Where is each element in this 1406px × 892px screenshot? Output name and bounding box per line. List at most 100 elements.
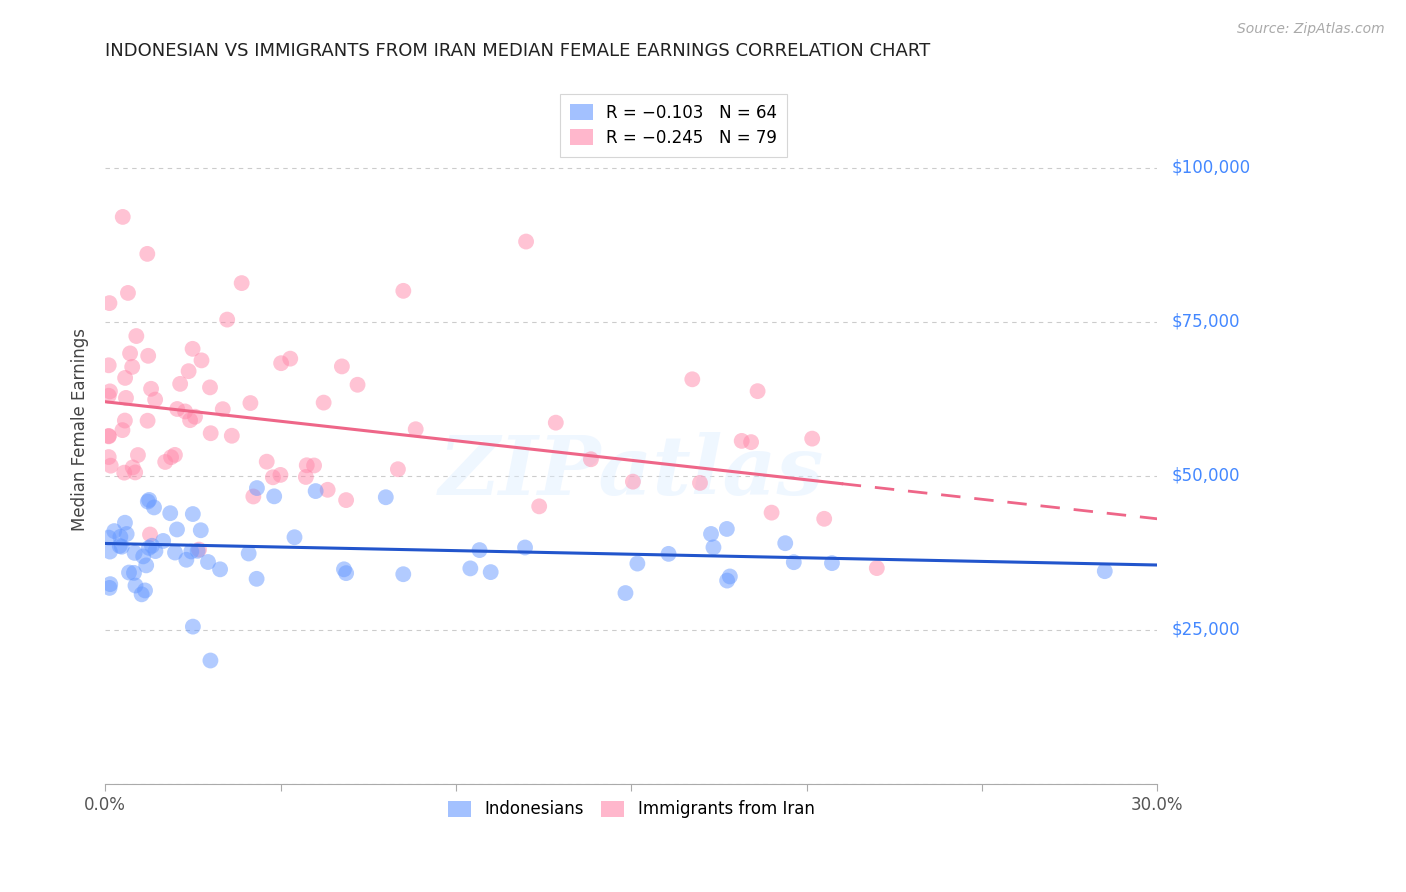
Point: [177, 364, 200, 378]
Point: [773, 536, 796, 550]
Point: [122, 566, 145, 580]
Point: [131, 587, 153, 601]
Point: [114, 371, 136, 385]
Point: [98, 544, 121, 558]
Point: [657, 547, 679, 561]
Point: [181, 619, 204, 633]
Point: [460, 561, 482, 575]
Text: $50,000: $50,000: [1171, 467, 1240, 484]
Text: ZIPatlas: ZIPatlas: [439, 432, 824, 512]
Point: [184, 409, 207, 424]
Point: [801, 432, 824, 446]
Point: [145, 544, 167, 558]
Point: [761, 506, 783, 520]
Point: [217, 312, 239, 326]
Point: [98, 577, 121, 591]
Point: [163, 545, 186, 559]
Point: [263, 489, 285, 503]
Point: [153, 455, 176, 469]
Point: [689, 475, 711, 490]
Point: [121, 359, 143, 374]
Point: [740, 435, 762, 450]
Point: [136, 414, 159, 428]
Point: [136, 247, 159, 261]
Point: [316, 483, 339, 497]
Point: [270, 356, 292, 370]
Point: [200, 426, 222, 441]
Legend: Indonesians, Immigrants from Iran: Indonesians, Immigrants from Iran: [441, 794, 821, 825]
Point: [115, 391, 138, 405]
Point: [513, 541, 536, 555]
Point: [110, 530, 132, 544]
Point: [392, 567, 415, 582]
Point: [238, 547, 260, 561]
Point: [731, 434, 754, 448]
Point: [181, 342, 204, 356]
Point: [702, 541, 724, 555]
Point: [97, 359, 120, 373]
Point: [579, 452, 602, 467]
Point: [197, 555, 219, 569]
Text: $100,000: $100,000: [1171, 159, 1250, 177]
Point: [132, 549, 155, 564]
Point: [295, 470, 318, 484]
Point: [188, 542, 211, 557]
Point: [621, 475, 644, 489]
Text: Source: ZipAtlas.com: Source: ZipAtlas.com: [1237, 22, 1385, 37]
Point: [190, 353, 212, 368]
Point: [716, 522, 738, 536]
Point: [143, 500, 166, 515]
Point: [716, 574, 738, 588]
Point: [179, 413, 201, 427]
Point: [176, 553, 198, 567]
Point: [97, 429, 120, 443]
Point: [221, 429, 243, 443]
Point: [262, 470, 284, 484]
Point: [387, 462, 409, 476]
Point: [127, 448, 149, 462]
Point: [304, 484, 326, 499]
Point: [135, 558, 157, 573]
Point: [100, 458, 122, 473]
Point: [97, 389, 120, 403]
Point: [117, 285, 139, 300]
Point: [747, 384, 769, 399]
Point: [239, 396, 262, 410]
Point: [681, 372, 703, 386]
Point: [169, 376, 191, 391]
Point: [97, 429, 120, 443]
Point: [783, 555, 806, 569]
Point: [405, 422, 427, 436]
Point: [544, 416, 567, 430]
Point: [479, 565, 502, 579]
Point: [700, 527, 723, 541]
Point: [312, 395, 335, 409]
Point: [103, 524, 125, 538]
Point: [166, 402, 188, 417]
Point: [108, 539, 131, 553]
Point: [209, 562, 232, 576]
Point: [112, 466, 135, 480]
Y-axis label: Median Female Earnings: Median Female Earnings: [72, 328, 89, 531]
Point: [138, 541, 160, 555]
Point: [246, 481, 269, 495]
Point: [124, 466, 146, 480]
Point: [139, 527, 162, 541]
Point: [97, 531, 120, 545]
Point: [333, 562, 356, 576]
Point: [269, 467, 291, 482]
Text: $75,000: $75,000: [1171, 313, 1240, 331]
Point: [211, 402, 233, 417]
Point: [335, 566, 357, 581]
Point: [614, 586, 637, 600]
Point: [136, 494, 159, 508]
Point: [1094, 564, 1116, 578]
Point: [98, 296, 121, 310]
Point: [187, 544, 209, 558]
Point: [468, 543, 491, 558]
Point: [114, 516, 136, 530]
Point: [242, 490, 264, 504]
Point: [302, 458, 325, 473]
Point: [124, 578, 146, 592]
Point: [141, 539, 163, 553]
